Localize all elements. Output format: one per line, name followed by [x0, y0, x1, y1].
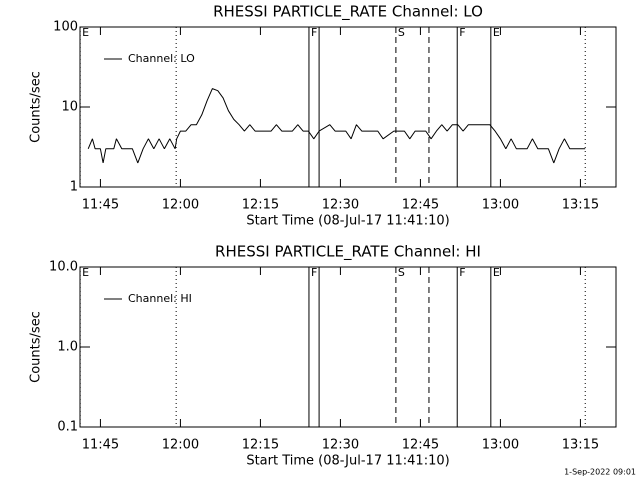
x-tick-label: 13:00 — [482, 198, 519, 213]
series-line — [87, 88, 586, 164]
flag-label: S — [398, 266, 405, 279]
footer: 1-Sep-2022 09:01 — [564, 468, 636, 477]
x-tick-label: 12:45 — [402, 198, 439, 213]
y-tick-label: 1.0 — [57, 340, 78, 355]
x-axis-label: Start Time (08-Jul-17 11:41:10) — [246, 454, 449, 469]
x-tick-label: 12:45 — [402, 438, 439, 453]
x-tick-label: 12:30 — [322, 438, 359, 453]
y-axis-label: Counts/sec — [29, 71, 44, 143]
flag-label: E — [82, 26, 89, 39]
y-tick-label: 10 — [61, 100, 78, 115]
y-axis-label: Counts/sec — [29, 311, 44, 383]
x-tick-label: 12:00 — [162, 438, 199, 453]
legend-label: Channel: LO — [128, 52, 195, 65]
x-tick-label: 12:15 — [242, 438, 279, 453]
x-tick-label: 11:45 — [82, 198, 119, 213]
flag-label: F — [311, 26, 317, 39]
flag-label: E — [82, 266, 89, 279]
flag-label: F — [311, 266, 317, 279]
flag-label: F — [459, 266, 465, 279]
y-tick-label: 10.0 — [49, 260, 78, 275]
x-tick-label: 13:15 — [562, 438, 599, 453]
flag-label: F — [459, 26, 465, 39]
legend-label: Channel: HI — [128, 292, 192, 305]
flag-label: E — [493, 266, 500, 279]
flag-label: S — [398, 26, 405, 39]
y-tick-label: 1 — [70, 180, 78, 195]
x-tick-label: 13:15 — [562, 198, 599, 213]
flag-label: E — [493, 26, 500, 39]
chart-title: RHESSI PARTICLE_RATE Channel: HI — [215, 243, 481, 262]
x-tick-label: 12:00 — [162, 198, 199, 213]
x-tick-label: 13:00 — [482, 438, 519, 453]
x-tick-label: 12:30 — [322, 198, 359, 213]
x-tick-label: 11:45 — [82, 438, 119, 453]
chart-title: RHESSI PARTICLE_RATE Channel: LO — [213, 3, 483, 22]
y-tick-label: 100 — [53, 20, 78, 35]
x-axis-label: Start Time (08-Jul-17 11:41:10) — [246, 214, 449, 229]
y-tick-label: 0.1 — [57, 420, 78, 435]
x-tick-label: 12:15 — [242, 198, 279, 213]
